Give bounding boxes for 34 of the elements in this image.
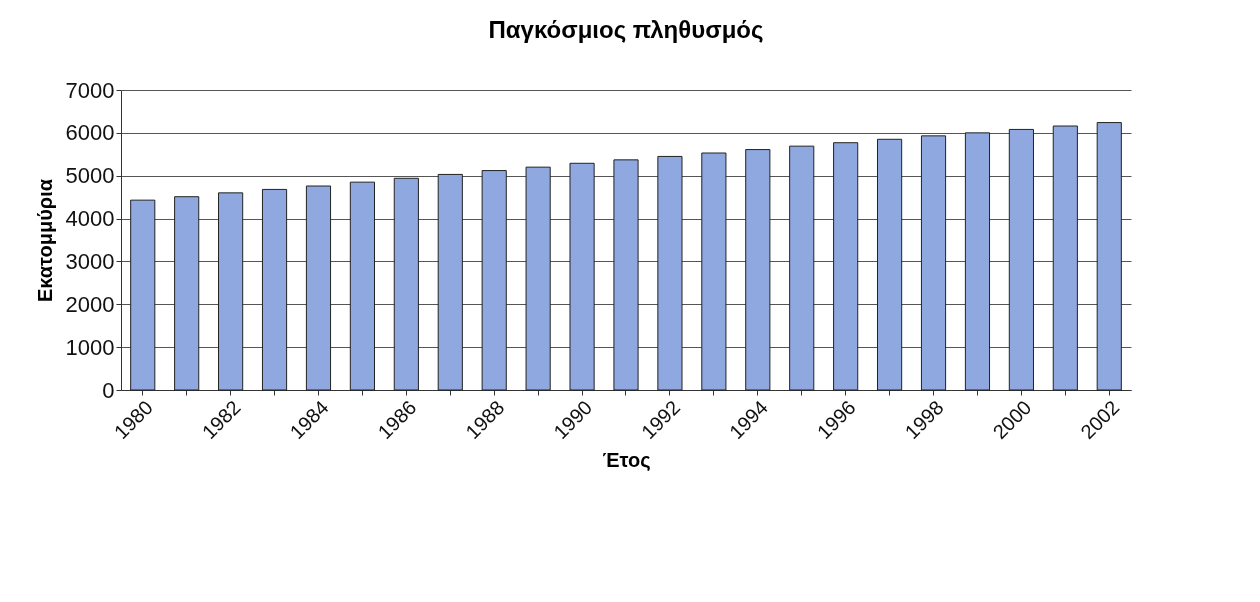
y-tick-label: 6000	[65, 120, 115, 146]
y-tick-label: 2000	[65, 291, 115, 317]
bar	[305, 185, 332, 391]
y-tick-label: 7000	[65, 77, 115, 103]
y-tick-label: 3000	[65, 248, 115, 274]
y-tick-label: 4000	[65, 206, 115, 232]
bar	[920, 135, 947, 391]
bar	[745, 149, 771, 391]
bar	[130, 199, 156, 391]
bar	[218, 192, 244, 391]
bar	[789, 145, 815, 391]
x-axis-title: Έτος	[602, 449, 651, 472]
bar	[261, 188, 288, 391]
bar	[437, 173, 463, 391]
bar	[613, 159, 639, 391]
bar	[481, 170, 507, 391]
bar	[525, 166, 551, 391]
bar	[657, 155, 683, 391]
chart-title: Παγκόσμιος πληθυσμός	[488, 16, 764, 43]
bar	[1096, 122, 1122, 391]
bar	[701, 152, 727, 391]
bar	[877, 138, 903, 391]
bar	[1052, 125, 1078, 391]
bar	[174, 196, 200, 391]
bar	[349, 181, 375, 391]
bar	[964, 132, 991, 391]
y-tick-label: 5000	[65, 163, 115, 189]
bar	[1008, 128, 1034, 391]
bar	[569, 162, 595, 391]
y-tick-label: 1000	[65, 334, 115, 360]
y-tick-label: 0	[102, 377, 115, 403]
bar	[393, 177, 419, 391]
bar	[833, 142, 859, 391]
y-axis-title: Εκατομμύρια	[33, 178, 56, 303]
